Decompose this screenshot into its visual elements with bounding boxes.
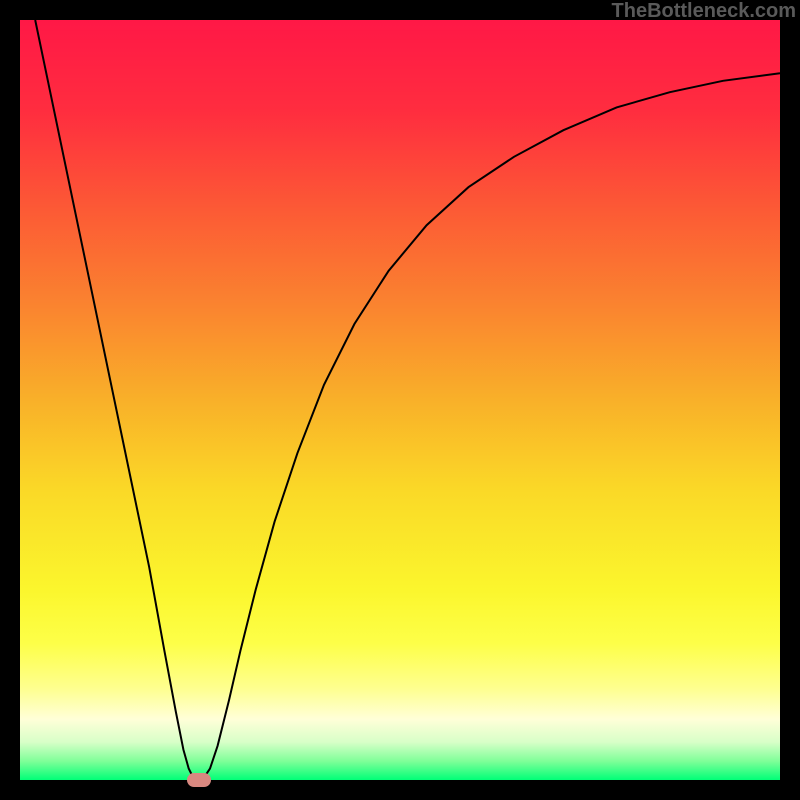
chart-container: TheBottleneck.com [0, 0, 800, 800]
watermark-text: TheBottleneck.com [612, 0, 796, 23]
optimum-marker [187, 773, 211, 787]
bottleneck-curve [20, 20, 780, 780]
plot-area [20, 20, 780, 780]
